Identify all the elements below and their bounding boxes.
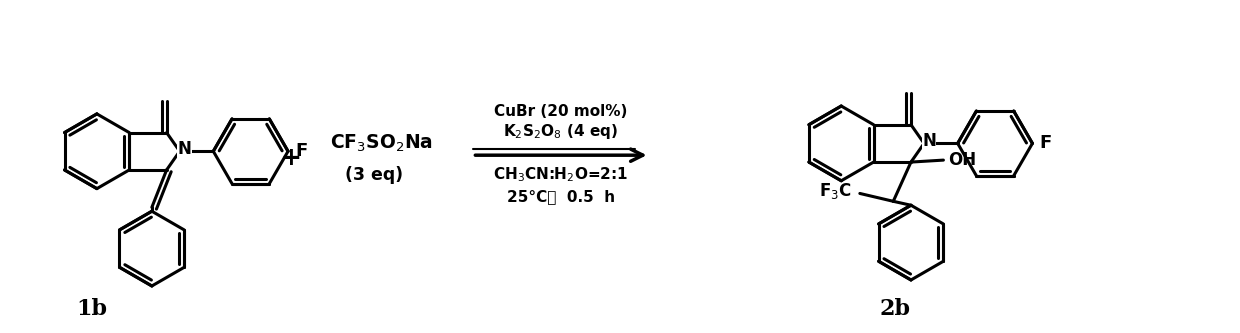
Text: +: +: [280, 146, 301, 170]
Text: N: N: [923, 133, 936, 151]
Text: (3 eq): (3 eq): [345, 166, 403, 184]
Text: 25°C，  0.5  h: 25°C， 0.5 h: [507, 189, 615, 204]
Text: K$_2$S$_2$O$_8$ (4 eq): K$_2$S$_2$O$_8$ (4 eq): [503, 122, 619, 141]
Text: F: F: [1039, 135, 1052, 153]
Text: F$_3$C: F$_3$C: [820, 181, 852, 201]
Text: F: F: [295, 142, 308, 160]
Text: 1b: 1b: [77, 298, 108, 320]
Text: CF$_3$SO$_2$Na: CF$_3$SO$_2$Na: [330, 133, 433, 154]
Text: CH$_3$CN:H$_2$O=2:1: CH$_3$CN:H$_2$O=2:1: [494, 166, 629, 184]
Text: 2b: 2b: [880, 298, 911, 320]
Text: CuBr (20 mol%): CuBr (20 mol%): [495, 105, 627, 120]
Text: OH: OH: [949, 151, 976, 169]
Text: N: N: [177, 140, 191, 158]
